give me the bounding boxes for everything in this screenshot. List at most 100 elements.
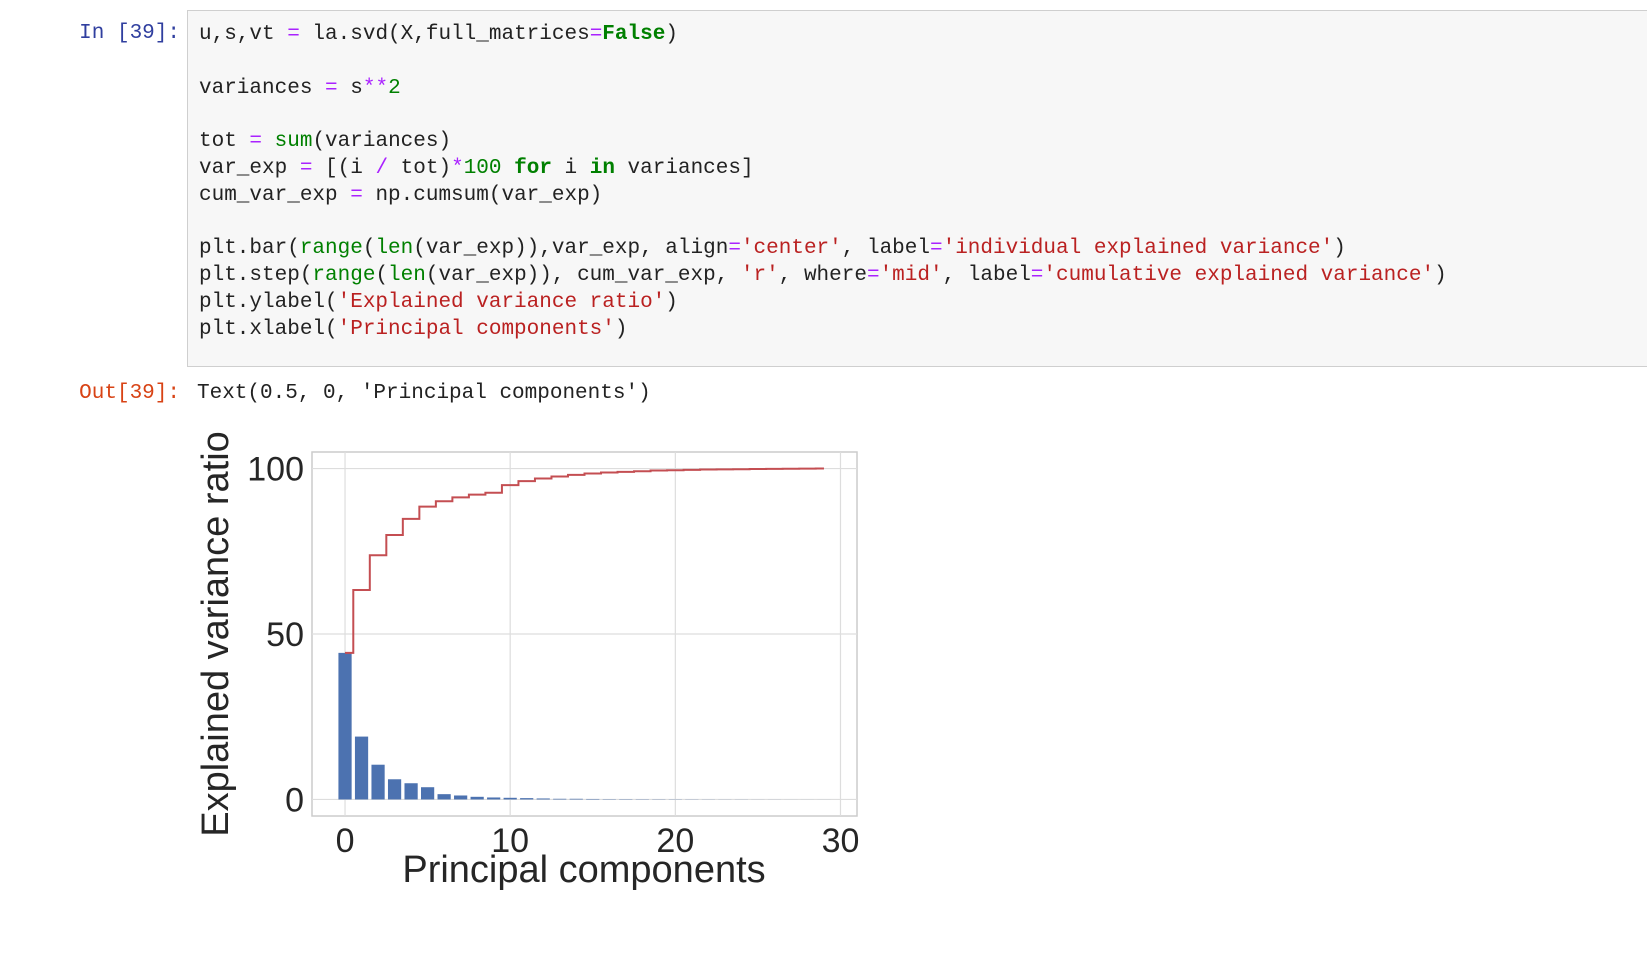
code-token: u,s,vt: [199, 23, 288, 46]
code-token: s: [337, 76, 363, 100]
code-token: ): [614, 317, 628, 341]
input-prompt: In [39]:: [79, 22, 180, 45]
x-tick-label: 20: [656, 822, 694, 860]
code-token: for: [514, 157, 552, 180]
code-token: plt.step(: [199, 264, 313, 288]
code-token: /: [375, 157, 389, 180]
code-token: np.cumsum(var_exp): [362, 183, 603, 207]
code-token: =: [287, 23, 300, 46]
bar: [520, 798, 534, 800]
code-token: in: [589, 157, 615, 180]
code-token: (var_exp)),var_exp, align: [413, 237, 729, 261]
code-token: False: [602, 23, 666, 46]
code-token: variances]: [614, 157, 754, 180]
code-token: len: [375, 237, 414, 261]
cumulative-step-line: [345, 467, 824, 654]
code-token: , label: [942, 264, 1031, 288]
code-token: 'cumulative explained variance': [1043, 264, 1435, 288]
y-tick-label: 50: [266, 616, 304, 654]
code-token: range: [299, 237, 363, 261]
x-axis-label: Principal components: [402, 849, 765, 891]
bar: [487, 797, 501, 800]
code-token: *: [451, 157, 464, 180]
code-line: tot = sum(variances): [199, 128, 451, 156]
code-token: **: [362, 76, 389, 100]
bar: [503, 797, 517, 800]
bar: [536, 798, 550, 800]
output-prompt: Out[39]:: [79, 382, 180, 405]
code-token: =: [350, 183, 363, 207]
code-token: tot): [388, 157, 452, 180]
code-token: 'Principal components': [337, 317, 615, 341]
code-token: (: [362, 237, 376, 261]
y-tick-label: 100: [247, 451, 304, 489]
code-token: range: [312, 264, 376, 288]
bar: [421, 787, 435, 800]
code-token: sum: [274, 130, 313, 154]
x-tick-label: 30: [822, 822, 860, 860]
code-token: len: [388, 264, 426, 288]
code-line: plt.bar(range(len(var_exp)),var_exp, ali…: [199, 235, 1346, 263]
code-token: =: [325, 76, 338, 100]
code-token: =: [866, 264, 880, 288]
code-line: plt.xlabel('Principal components'): [199, 316, 627, 344]
code-token: , where: [778, 264, 867, 288]
bar: [569, 798, 583, 800]
code-token: 'mid': [879, 264, 943, 288]
y-tick-label: 0: [285, 781, 304, 819]
x-tick-label: 10: [491, 822, 529, 860]
code-token: 100: [463, 157, 502, 180]
code-line: cum_var_exp = np.cumsum(var_exp): [199, 182, 602, 210]
code-token: =: [728, 237, 741, 261]
code-token: =: [929, 237, 943, 261]
code-token: 'individual explained variance': [942, 237, 1334, 261]
bar: [470, 796, 484, 800]
code-token: ): [1434, 264, 1447, 288]
code-token: ): [1333, 237, 1346, 261]
code-token: =: [299, 157, 313, 180]
code-line: plt.step(range(len(var_exp)), cum_var_ex…: [199, 262, 1447, 290]
code-line: u,s,vt = la.svd(X,full_matrices=False): [199, 21, 678, 49]
code-token: (var_exp)), cum_var_exp,: [425, 264, 741, 288]
bar: [404, 783, 418, 800]
code-token: ): [665, 291, 678, 314]
bar: [338, 652, 352, 800]
code-token: cum_var_exp: [199, 183, 351, 207]
code-token: 'Explained variance ratio': [337, 291, 666, 314]
code-token: 'r': [740, 264, 779, 288]
code-token: =: [1030, 264, 1044, 288]
code-input-area[interactable]: u,s,vt = la.svd(X,full_matrices=False) va…: [187, 10, 1647, 367]
code-line: var_exp = [(i / tot)*100 for i in varian…: [199, 155, 754, 183]
code-token: =: [589, 23, 603, 46]
code-line: plt.ylabel('Explained variance ratio'): [199, 289, 678, 317]
output-text: Text(0.5, 0, 'Principal components'): [197, 382, 651, 405]
code-token: , label: [841, 237, 930, 261]
code-token: tot: [199, 130, 250, 154]
code-token: variances: [199, 76, 326, 100]
code-token: plt.bar(: [199, 237, 300, 261]
code-token: 2: [388, 76, 401, 100]
code-token: i: [551, 157, 590, 180]
code-token: (variances): [312, 130, 452, 154]
code-token: [262, 130, 275, 153]
code-token: plt.xlabel(: [199, 317, 338, 341]
code-token: [502, 157, 515, 180]
code-token: 'center': [740, 237, 842, 261]
code-token: ): [665, 23, 678, 46]
code-token: la.svd(X,full_matrices: [299, 23, 590, 46]
bar: [387, 779, 402, 800]
variance-chart: 0 10 20 30 0 50 100 Principal components Expla…: [195, 431, 859, 891]
y-axis-label: Explained variance ratio: [195, 431, 237, 837]
bar: [437, 794, 451, 800]
tick-labels: 0 10 20 30 0 50 100: [247, 451, 859, 860]
code-token: (: [375, 264, 389, 288]
step-series: [345, 467, 824, 654]
code-token: var_exp: [199, 157, 300, 180]
code-line: variances = s**2: [199, 75, 401, 103]
code-token: =: [249, 130, 263, 154]
x-tick-label: 0: [336, 822, 355, 860]
bar: [371, 764, 385, 800]
code-token: [(i: [312, 157, 376, 180]
bar: [354, 736, 369, 800]
bar: [454, 795, 468, 800]
